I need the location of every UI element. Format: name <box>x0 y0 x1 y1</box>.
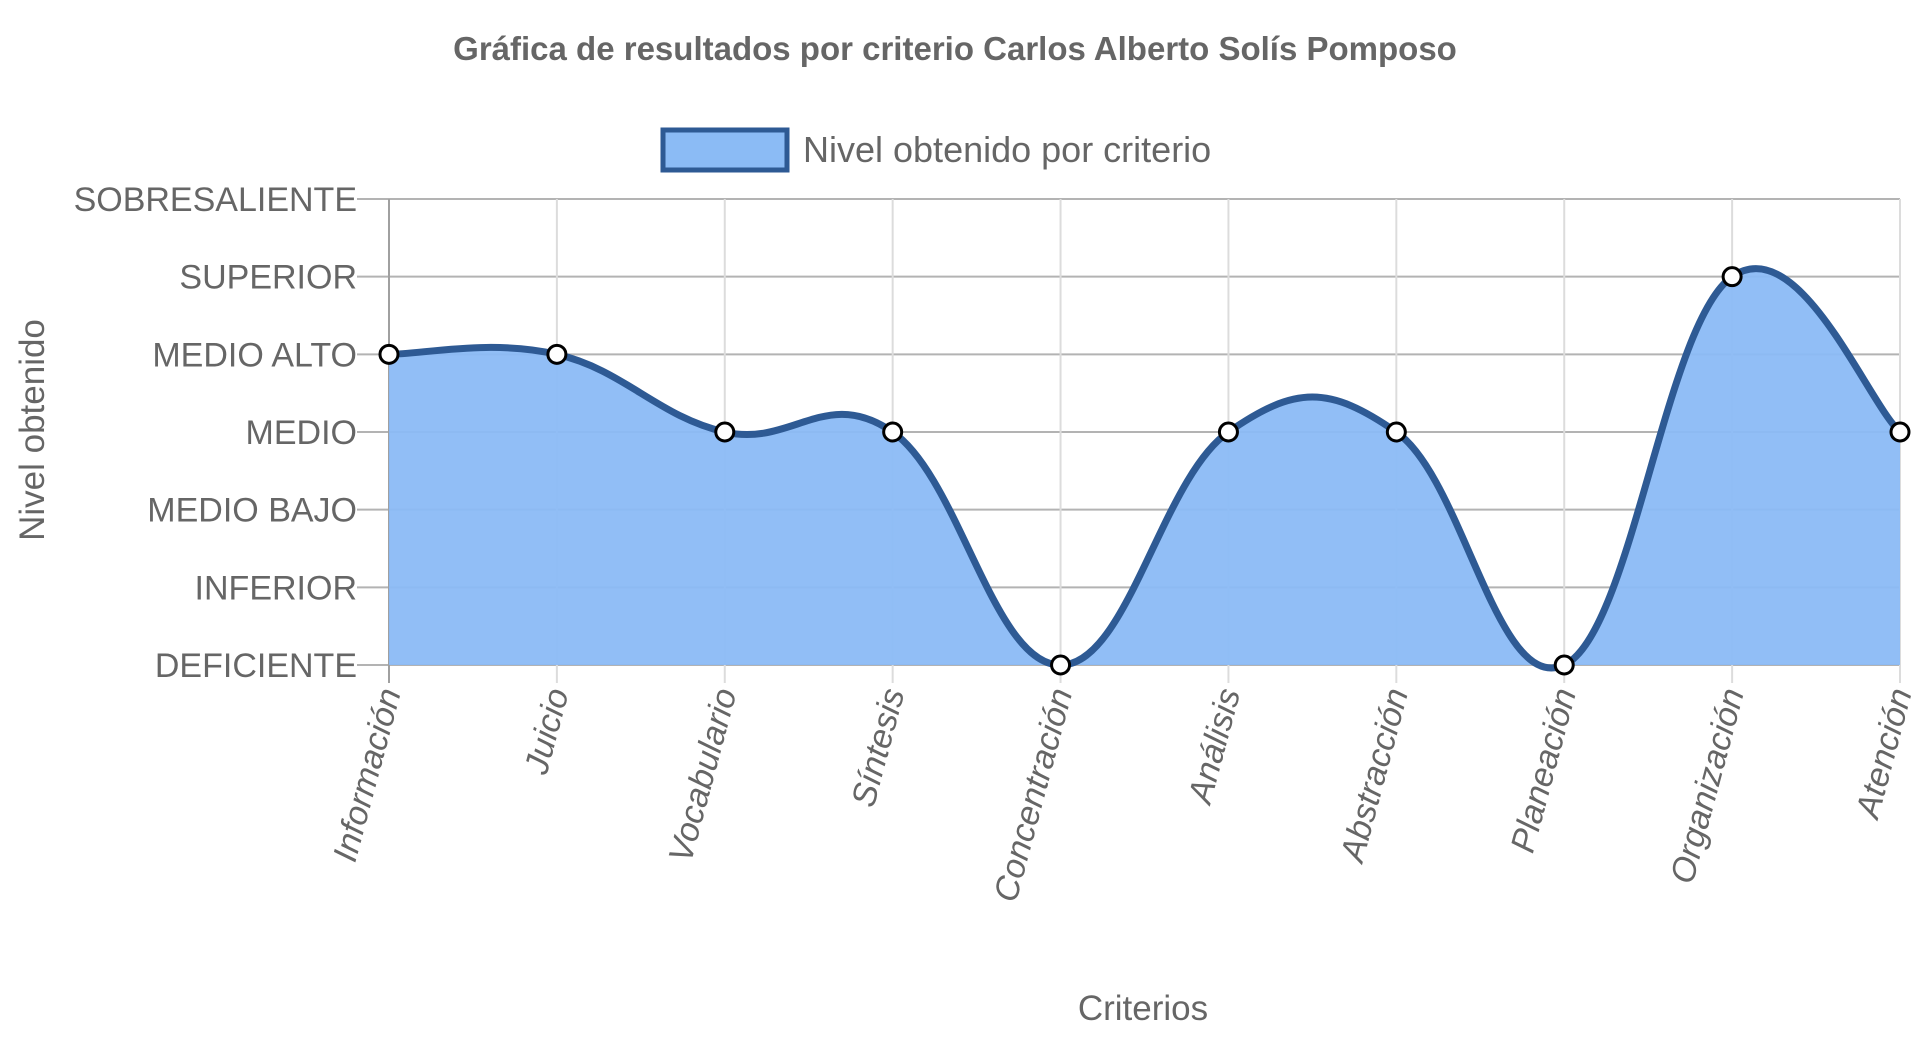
x-tick-label: Juicio <box>517 684 576 779</box>
x-axis-ticks: Información Juicio Vocabulario Síntesis Conc… <box>326 684 1911 906</box>
x-tick-label: Atención <box>1848 684 1911 824</box>
x-tick-label: Vocabulario <box>662 684 745 866</box>
y-axis-ticks: DEFICIENTE INFERIOR MEDIO BAJO MEDIO MEDIO A… <box>74 181 357 685</box>
legend-label: Nivel obtenido por criterio <box>803 129 1211 170</box>
x-tick-label: Información <box>326 684 409 865</box>
data-point <box>1721 266 1743 288</box>
x-tick-label: Concentración <box>987 684 1080 906</box>
data-point <box>1050 654 1072 676</box>
data-point <box>546 343 568 365</box>
series-area <box>385 265 1904 672</box>
x-tick-label: Planeación <box>1504 684 1584 856</box>
x-tick-label: Síntesis <box>844 684 912 811</box>
series-line <box>385 265 1904 672</box>
y-axis-title: Nivel obtenido <box>13 319 52 541</box>
data-point <box>1217 421 1239 443</box>
chart-title: Gráfica de resultados por criterio Carlo… <box>453 30 1457 67</box>
legend-swatch <box>660 127 790 173</box>
y-tick-label: DEFICIENTE <box>155 647 357 685</box>
data-point <box>1385 421 1407 443</box>
y-tick-label: MEDIO BAJO <box>147 492 357 530</box>
data-point <box>1889 421 1911 443</box>
y-tick-label: INFERIOR <box>195 569 357 607</box>
data-point <box>714 421 736 443</box>
y-tick-label: MEDIO ALTO <box>152 336 357 374</box>
data-point <box>378 343 400 365</box>
data-point <box>882 421 904 443</box>
x-tick-label: Organización <box>1663 684 1752 887</box>
x-tick-label: Análisis <box>1181 684 1249 809</box>
data-point <box>1553 654 1575 676</box>
y-tick-label: MEDIO <box>246 414 357 452</box>
y-tick-label: SOBRESALIENTE <box>74 181 357 219</box>
y-tick-label: SUPERIOR <box>179 259 357 297</box>
data-points <box>378 266 1911 676</box>
x-tick-label: Abstracción <box>1333 684 1416 867</box>
legend[interactable]: Nivel obtenido por criterio <box>660 127 1211 173</box>
series-area-fill <box>389 268 1900 669</box>
x-axis-title: Criterios <box>1078 989 1208 1028</box>
